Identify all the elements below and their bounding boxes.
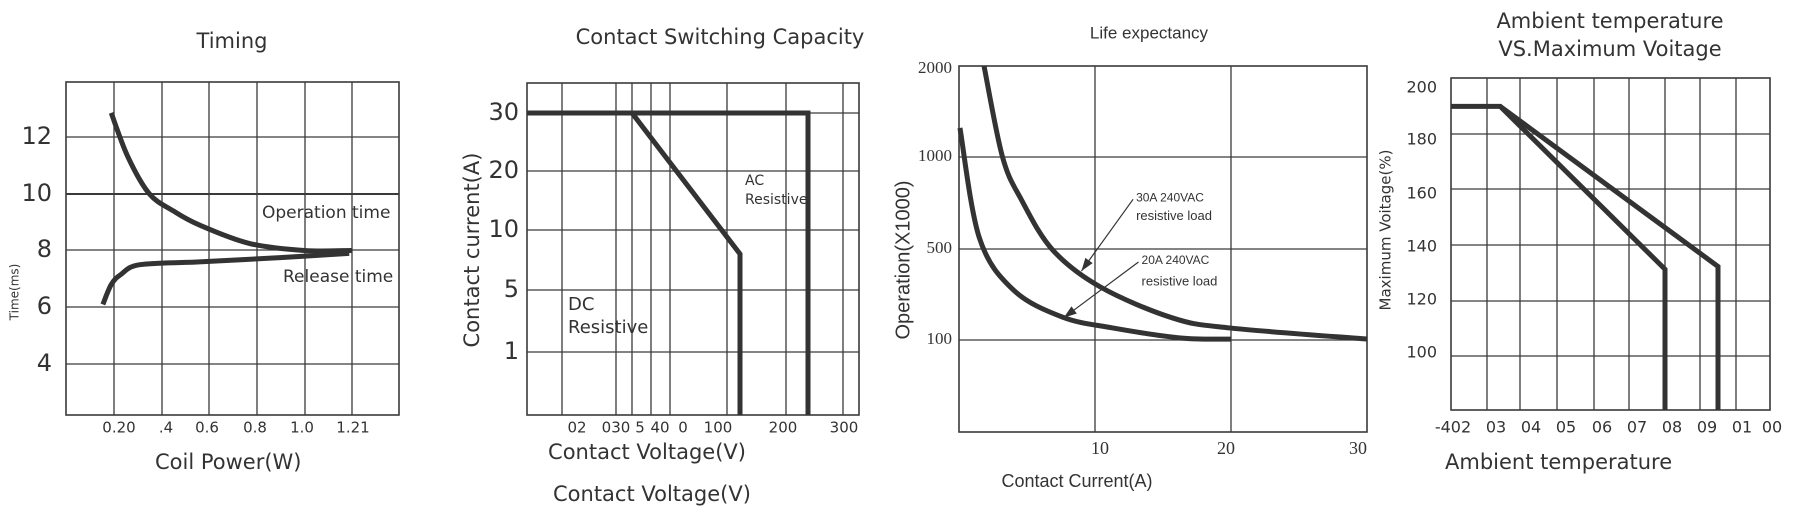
y-tick-label: 20 [488, 156, 519, 184]
x-tick-label: 09 [1697, 418, 1717, 437]
chart-title: Ambient temperature [1496, 9, 1723, 33]
x-tick-label: 02 [567, 419, 586, 437]
y-tick-label: 4 [37, 349, 52, 377]
x-tick-label: 0 [678, 419, 688, 437]
y-tick-label: 1 [504, 337, 519, 365]
x-tick-label: 00 [1762, 418, 1782, 437]
y-axis-label: Contact current(A) [460, 153, 484, 348]
x-axis-label: Coil Power(W) [155, 450, 302, 474]
x-tick-label: 0.8 [243, 419, 267, 437]
x-tick-label: 01 [1732, 418, 1752, 437]
x-tick-label: 04 [1521, 418, 1541, 437]
annotation-label: Release time [283, 267, 393, 287]
annotation-label: Resistive [568, 317, 648, 338]
series-line-1 [957, 127, 1232, 342]
x-tick-label: 06 [1592, 418, 1612, 437]
chart-subtitle: VS.Maximum Voitage [1498, 37, 1721, 61]
x-tick-label: 100 [704, 419, 733, 437]
x-tick-label: 1.21 [336, 419, 369, 437]
annotation-label: AC [745, 173, 764, 189]
arrowhead-icon [1063, 306, 1077, 318]
y-tick-label: 12 [21, 122, 52, 150]
y-tick-label: 6 [37, 292, 52, 320]
arrowhead-icon [1081, 257, 1093, 272]
series-line-1 [1498, 104, 1721, 410]
x-tick-label: 0.6 [195, 419, 219, 437]
grid [1450, 77, 1771, 411]
y-tick-label: 8 [37, 235, 52, 263]
series-line-1 [100, 250, 350, 306]
chart-3: Ambient temperature VS.Maximum Voitage -40… [1377, 9, 1783, 474]
y-tick-label: 2000 [918, 58, 952, 77]
annotation-label: Operation time [262, 203, 390, 223]
y-axis-label: Operation(X1000) [892, 181, 914, 340]
annotation-label: resistive load [1136, 208, 1212, 223]
x-tick-label: 03 [1486, 418, 1506, 437]
series-line-0 [108, 111, 352, 254]
x-tick-label: 20 [1217, 438, 1235, 458]
x-axis-label: Contact Current(A) [1001, 471, 1152, 491]
plot-frame [526, 82, 860, 416]
x-tick-label: 030 [602, 419, 631, 437]
x-tick-label: 30 [1349, 438, 1367, 458]
annotation-label: 20A 240VAC [1142, 253, 1210, 267]
x-tick-label: 05 [1556, 418, 1576, 437]
y-tick-label: 1000 [918, 146, 952, 165]
grid [958, 65, 1368, 433]
plot-frame [1450, 77, 1771, 411]
annotation-arrow [1080, 198, 1134, 272]
y-axis-label: Time(ms) [8, 264, 22, 322]
x-axis-label-extra: Contact Voltage(V) [553, 482, 751, 506]
x-tick-label: 0.20 [102, 419, 135, 437]
y-tick-label: 30 [488, 98, 519, 126]
x-tick-label: 07 [1627, 418, 1647, 437]
y-tick-label: 140 [1406, 237, 1437, 256]
chart-title: Contact Switching Capacity [576, 25, 865, 49]
x-axis-label: Ambient temperature [1445, 450, 1672, 474]
plot-frame [65, 81, 400, 416]
x-tick-label: 5 [635, 419, 645, 437]
y-tick-label: 500 [927, 238, 953, 257]
x-tick-label: .4 [159, 419, 173, 437]
plot-frame [958, 65, 1368, 433]
y-tick-label: 100 [927, 329, 953, 348]
y-tick-label: 10 [488, 215, 519, 243]
x-tick-label: 08 [1662, 418, 1682, 437]
chart-title: Life expectancy [1090, 23, 1209, 42]
x-tick-label: 1.0 [290, 419, 314, 437]
chart-0: Timing 0.20 .4 0.6 0.8 1.0 1.21 12 10 8 6 4 Coil Pow… [8, 29, 400, 474]
chart-2: Life expectancy 10 20 30 2000 1000 500 100 Conta… [892, 23, 1368, 491]
chart-title: Timing [196, 29, 268, 53]
y-tick-label: 5 [504, 275, 519, 303]
x-tick-label: -402 [1435, 418, 1471, 437]
y-tick-label: 10 [21, 179, 52, 207]
x-tick-label: 300 [830, 419, 859, 437]
y-tick-label: 160 [1406, 184, 1437, 203]
series-line-0 [1451, 103, 1668, 410]
annotation-label: 30A 240VAC [1136, 190, 1204, 204]
y-tick-label: 200 [1406, 78, 1437, 97]
x-tick-label: 10 [1091, 438, 1109, 458]
y-tick-label: 180 [1406, 130, 1437, 149]
x-axis-label: Contact Voltage(V) [548, 440, 746, 464]
y-tick-label: 120 [1406, 290, 1437, 309]
annotation-label: DC [568, 294, 594, 315]
annotation-arrow [1063, 261, 1139, 319]
annotation-label: Resistive [745, 192, 807, 208]
annotation-label: resistive load [1142, 273, 1218, 288]
series-line-0 [981, 65, 1368, 342]
x-tick-label: 40 [650, 419, 669, 437]
x-tick-label: 200 [769, 419, 798, 437]
y-tick-label: 100 [1406, 343, 1437, 362]
series-line-1 [527, 110, 743, 415]
y-axis-label: Maximum Voitage(%) [1377, 150, 1395, 311]
